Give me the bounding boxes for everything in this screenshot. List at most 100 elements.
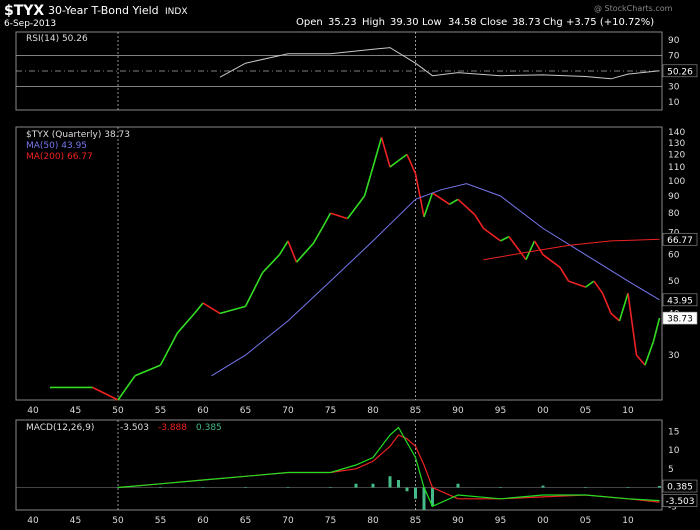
price-segment [363, 166, 374, 197]
price-segment [483, 227, 501, 242]
macd-histogram-bar [116, 487, 120, 488]
price-segment [542, 254, 561, 268]
macd-histogram-bar [431, 487, 434, 507]
x-tick-label: 40 [27, 516, 39, 526]
price-segment [159, 332, 179, 366]
ma200-badge-box [662, 232, 698, 246]
x-tick-label: 95 [495, 406, 506, 416]
macd-tick-label: 15 [668, 427, 679, 437]
macd-value-badge: -3.503 [665, 497, 694, 507]
price-segment [593, 280, 604, 294]
security-name: 30-Year T-Bond Yield [48, 4, 159, 17]
price-segment [618, 292, 629, 322]
ma50-line [211, 183, 660, 377]
macd-histogram-bar [159, 487, 162, 488]
macd-histogram-bar [354, 483, 358, 488]
chg-value: +3.75 (+10.72%) [566, 17, 654, 28]
x-tick-label: 05 [580, 406, 591, 416]
macd-histogram-bar [329, 487, 332, 488]
ma200-badge: 66.77 [667, 236, 693, 246]
open-value: 35.23 [328, 17, 357, 28]
x-tick-label: 45 [70, 516, 81, 526]
price-tick-label: 140 [668, 128, 685, 138]
macd-histogram-bar [456, 483, 460, 488]
low-value: 34.58 [448, 17, 477, 28]
price-segment [610, 312, 621, 322]
close-label: Close [480, 17, 507, 28]
signal-value: -3.888 [158, 423, 187, 433]
x-tick-label: 00 [537, 406, 549, 416]
rsi-tick-label: 10 [668, 98, 680, 108]
price-tick-label: 100 [668, 177, 685, 187]
price-segment [585, 280, 595, 288]
price-segment [176, 312, 196, 334]
x-tick-label: 70 [282, 516, 294, 526]
chart-date: 6-Sep-2013 [4, 19, 56, 29]
x-axis-lower: 40 45 50 55 60 65 70 75 80 85 90 95 00 05 10 [27, 516, 634, 526]
x-axis-upper: 40 45 50 55 60 65 70 75 80 85 90 95 00 05 10 [27, 406, 634, 416]
x-tick-label: 55 [155, 516, 166, 526]
price-tick-label: 120 [668, 150, 685, 160]
macd-value-badge-box [662, 494, 698, 507]
x-tick-label: 50 [112, 516, 124, 526]
price-segment [134, 364, 161, 377]
price-segment [449, 198, 459, 205]
x-tick-label: 55 [155, 406, 166, 416]
macd-histogram-bar [244, 487, 247, 488]
macd-value: -3.503 [120, 423, 149, 433]
price-segment [92, 386, 119, 401]
price-segment [287, 240, 298, 263]
ma200-label: MA(200) 66.77 [26, 152, 93, 162]
x-tick-label: 00 [537, 516, 549, 526]
x-tick-label: 05 [580, 516, 591, 526]
macd-histogram-bar [626, 487, 630, 488]
macd-histogram-bar [397, 480, 400, 488]
price-series-label: $TYX (Quarterly) 38.73 [26, 130, 130, 140]
price-tick-label: 60 [668, 251, 680, 261]
price-tick-label: 110 [668, 163, 685, 173]
rsi-panel: 103050709050.26 [15, 31, 698, 111]
high-value: 39.30 [390, 17, 419, 28]
price-segment [474, 214, 485, 229]
price-segment [117, 375, 136, 401]
watermark: @ StockCharts.com [594, 4, 673, 13]
price-tick-label: 30 [668, 351, 680, 361]
rsi-tick-label: 90 [668, 36, 680, 46]
x-tick-label: 60 [197, 516, 209, 526]
macd-histogram-bar [286, 487, 290, 488]
price-segment [414, 173, 425, 217]
price-tick-label: 80 [668, 209, 680, 219]
macd-histogram-bar [371, 483, 375, 488]
ma50-badge: 43.95 [667, 296, 693, 306]
price-segment [627, 293, 638, 356]
high-label: High [362, 17, 385, 28]
x-tick-label: 40 [27, 406, 39, 416]
x-tick-label: 65 [240, 516, 251, 526]
macd-label: MACD(12,26,9) [26, 423, 94, 433]
price-segment [380, 137, 391, 168]
rsi-tick-label: 70 [668, 51, 680, 61]
rsi-label: RSI(14) 50.26 [26, 34, 88, 44]
price-segment [406, 154, 417, 175]
macd-frame [15, 419, 663, 511]
macd-line [117, 426, 660, 508]
price-tick-label: 90 [668, 192, 680, 202]
x-tick-label: 80 [367, 406, 379, 416]
price-segment [295, 242, 315, 263]
price-segment [346, 195, 366, 220]
x-tick-label: 90 [452, 516, 464, 526]
macd-histogram-bar [414, 487, 417, 499]
price-close-badge-box [662, 311, 698, 325]
price-segment [635, 354, 646, 366]
price-segment [219, 305, 246, 315]
macd-hist-badge: 0.385 [667, 483, 693, 493]
x-tick-label: 95 [495, 516, 506, 526]
ma50-badge-box [662, 293, 698, 307]
x-tick-label: 50 [112, 406, 124, 416]
price-segment [330, 212, 348, 220]
macd-histogram-bar [499, 487, 502, 488]
price-segment [652, 317, 661, 342]
exchange-label: INDX [165, 7, 187, 17]
x-tick-label: 80 [367, 516, 379, 526]
